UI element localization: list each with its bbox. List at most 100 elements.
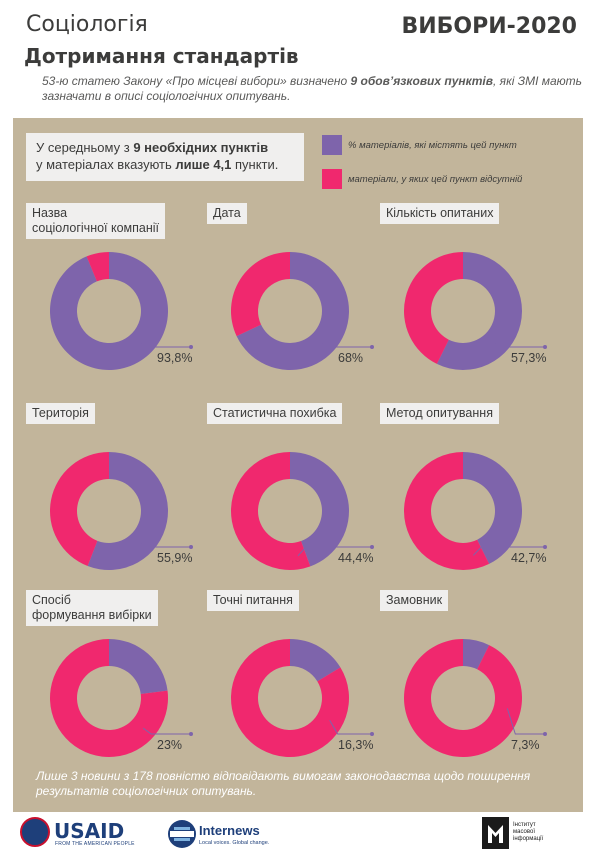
donut-chart: Спосіб формування вибірки 23% [26,590,206,780]
donut-chart: Назва соціологічної компанії 93,8% [26,203,206,393]
donut-leader-dot [370,545,374,549]
donut-leader-dot [189,732,193,736]
legend-swatch-present [322,135,342,155]
donut-slice-absent [404,252,463,364]
internews-logo-icon [168,820,196,848]
internews-tagline: Local voices. Global change. [199,840,270,846]
summary-line2: у матеріалах вказують лише 4,1 пункти. [36,156,294,173]
donut-value-label: 68% [338,351,364,365]
donut-leader-line [297,546,372,557]
donut-title: Замовник [380,590,449,611]
donut-value-label: 23% [157,738,183,752]
usaid-seal-icon [20,817,50,847]
donut-leader-line [494,342,545,348]
donut-leader-line [140,342,191,348]
donut-leader-dot [189,345,193,349]
donut-value-label: 42,7% [511,551,547,565]
donut-svg [404,452,547,570]
legend-swatch-absent [322,169,342,189]
imi-logo-icon [482,817,509,849]
donut-title: Назва соціологічної компанії [26,203,166,239]
subtitle-bold: 9 обов’язкових пунктів [350,74,493,88]
donut-title-line: Спосіб [32,593,71,607]
donut-slice-absent [404,452,490,570]
footnote: Лише 3 новини з 178 повністю відповідают… [36,769,531,798]
donut-chart: Замовник 7,3% [380,590,560,780]
donut-svg [404,639,547,757]
donut-slice-present [87,452,168,570]
donut-leader-line [506,708,545,735]
donut-svg [230,452,374,570]
donut-value-label: 93,8% [157,351,193,365]
donut-leader-dot [189,545,193,549]
donut-svg [50,639,193,757]
summary-line1-prefix: У середньому з [36,140,134,155]
donut-value-label: 7,3% [511,738,540,752]
donut-leader-dot [543,732,547,736]
donut-leader-line [329,720,372,735]
summary-line1-bold: 9 необхідних пунктів [133,140,269,155]
chart-legend: % матеріалів, які містять цей пункт мате… [322,134,577,202]
summary-line2-prefix: у матеріалах вказують [36,157,176,172]
donut-title-line: Метод опитування [386,406,493,420]
donut-chart: Метод опитування 42,7% [380,403,560,593]
donut-title-line: формування вибірки [32,608,152,622]
donut-title-line: Статистична похибка [213,406,337,420]
donut-slice-absent [49,452,109,566]
imi-line3: інформації [513,836,544,842]
donut-title: Територія [26,403,95,424]
legend-label-absent: матеріали, у яких цей пункт відсутній [348,173,523,185]
donut-title-line: соціологічної компанії [32,221,160,235]
donut-title-line: Замовник [386,593,443,607]
donut-title: Точні питання [207,590,299,611]
donut-leader-dot [370,345,374,349]
donut-slice-present [436,252,522,370]
project-title: ВИБОРИ-2020 [401,14,577,39]
donut-slice-present [463,452,522,564]
donut-title-line: Територія [32,406,89,420]
donut-svg [231,639,374,757]
imi-logo-text: Інститут масової інформації [513,822,573,843]
legend-item-absent: матеріали, у яких цей пункт відсутній [322,168,577,190]
donut-chart: Статистична похибка 44,4% [207,403,387,593]
summary-line2-suffix: пункти. [231,157,279,172]
donut-leader-dot [543,545,547,549]
donut-title-line: Назва [32,206,68,220]
usaid-logo: USAID [54,819,125,843]
donut-leader-dot [370,732,374,736]
subtitle-part2: , які ЗМІ мають зазначати в описі соціол… [42,74,582,103]
donut-svg [49,252,193,370]
donut-title: Кількість опитаних [380,203,500,224]
donut-title: Статистична похибка [207,403,343,424]
donut-slice-absent [50,639,169,757]
donut-slice-present [109,639,168,694]
donut-slice-present [49,252,168,370]
donut-value-label: 16,3% [338,738,374,752]
page-subtitle: 53-ю статею Закону «Про місцеві вибори» … [42,74,582,104]
donut-chart: Точні питання 16,3% [207,590,387,780]
donut-slice-present [290,452,349,567]
donut-leader-line [140,542,191,548]
donut-slice-absent [404,639,522,757]
donut-slice-present [236,252,349,370]
donut-slice-present [290,639,341,682]
legend-label-present: % матеріалів, які містять цей пункт [348,139,517,151]
donut-leader-line [472,546,545,556]
donut-title-line: Кількість опитаних [386,206,494,220]
imi-line1: Інститут [513,822,536,828]
donut-chart: Кількість опитаних 57,3% [380,203,560,393]
summary-box: У середньому з 9 необхідних пунктів у ма… [26,133,304,181]
donut-svg [231,252,374,370]
donut-svg [404,252,547,370]
internews-logo: Internews [199,823,260,838]
subtitle-part1: 53-ю статею Закону «Про місцеві вибори» … [42,74,351,88]
donut-slice-absent [231,639,349,757]
donut-leader-line [321,342,372,348]
donut-title-line: Дата [213,206,241,220]
page-title: Дотримання стандартів [24,44,299,68]
donut-value-label: 44,4% [338,551,374,565]
donut-slice-absent [230,452,311,570]
donut-slice-absent [231,252,290,337]
usaid-tagline: FROM THE AMERICAN PEOPLE [55,841,135,847]
summary-line2-bold: лише 4,1 [175,157,232,172]
